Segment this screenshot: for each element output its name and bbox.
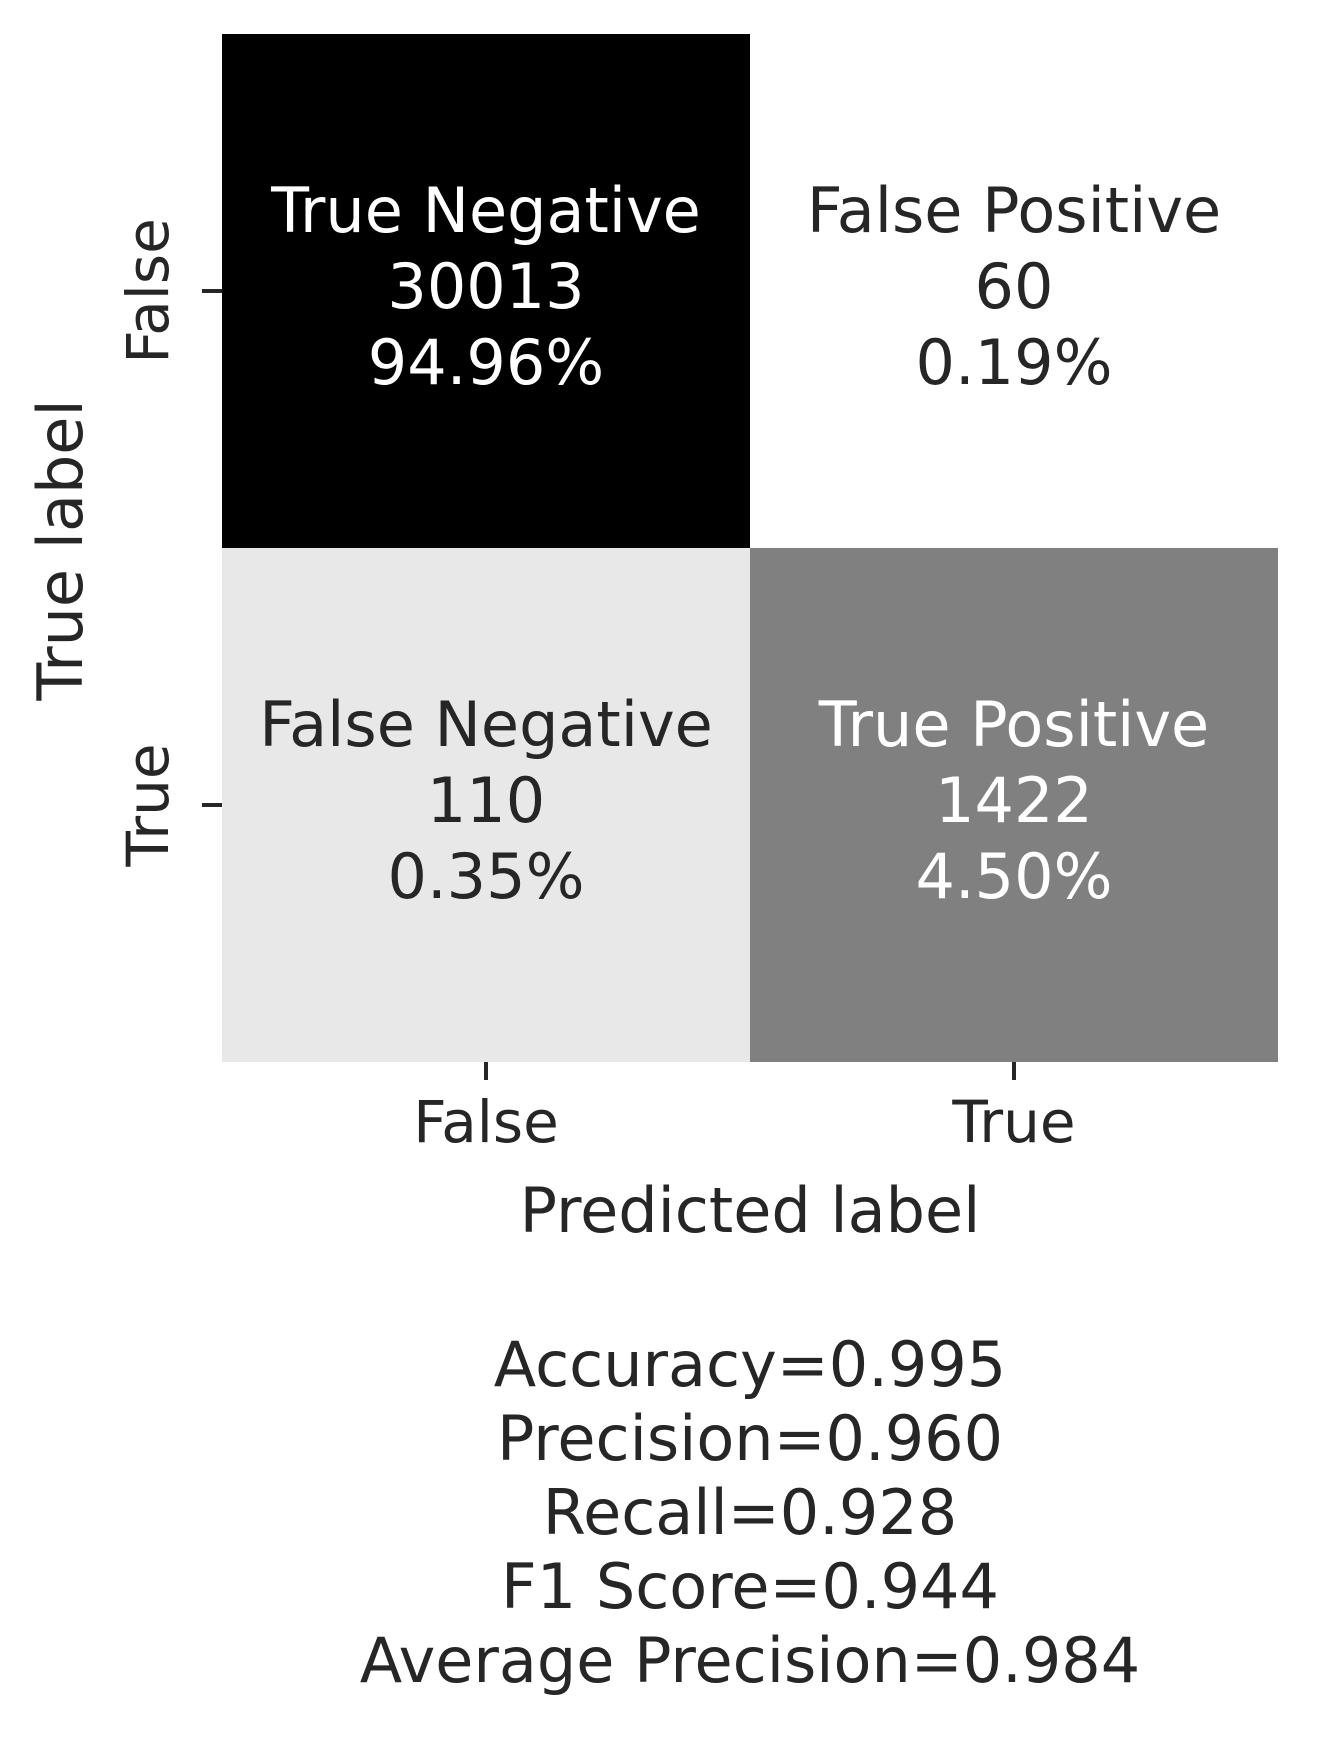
cell-percent-label: 0.19% — [916, 326, 1113, 399]
cell-count-label: 30013 — [387, 250, 584, 323]
cell-count-label: 1422 — [935, 764, 1093, 837]
cell-name-label: True Negative — [270, 174, 701, 247]
heatmap-cell-true-positive — [750, 548, 1278, 1062]
cell-percent-label: 0.35% — [388, 840, 585, 913]
x-tick-label: True — [951, 1088, 1075, 1156]
heatmap-cell-false-negative — [222, 548, 750, 1062]
heatmap-cell-false-positive — [750, 34, 1278, 548]
cell-name-label: True Positive — [818, 688, 1209, 761]
metric-line: Recall=0.928 — [543, 1476, 957, 1549]
metric-line: Average Precision=0.984 — [360, 1624, 1140, 1697]
cell-name-label: False Positive — [807, 174, 1221, 247]
cell-count-label: 110 — [427, 764, 545, 837]
cell-percent-label: 4.50% — [916, 840, 1113, 913]
y-tick-label: True — [114, 743, 182, 867]
heatmap-cell-true-negative — [222, 34, 750, 548]
metric-line: Precision=0.960 — [497, 1402, 1003, 1475]
y-tick-label: False — [114, 218, 182, 364]
metric-line: Accuracy=0.995 — [494, 1328, 1007, 1401]
metrics-summary: Accuracy=0.995Precision=0.960Recall=0.92… — [360, 1328, 1140, 1697]
cell-count-label: 60 — [975, 250, 1054, 323]
axis-ticks: False True False True — [114, 218, 1076, 1156]
metric-line: F1 Score=0.944 — [501, 1550, 999, 1623]
cell-percent-label: 94.96% — [368, 326, 604, 399]
x-axis-label: Predicted label — [520, 1174, 981, 1247]
y-axis-label: True label — [24, 399, 97, 701]
x-tick-label: False — [413, 1088, 559, 1156]
cell-name-label: False Negative — [259, 688, 713, 761]
